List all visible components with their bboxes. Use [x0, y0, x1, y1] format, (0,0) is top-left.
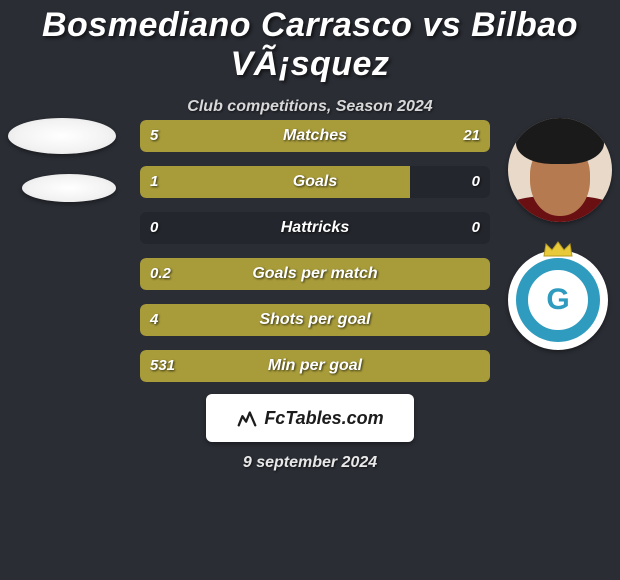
club-badge-letter: G — [508, 250, 608, 350]
stat-row: 0.2Goals per match — [140, 258, 490, 290]
stat-row: 531Min per goal — [140, 350, 490, 382]
right-player-avatar — [508, 118, 612, 222]
right-player-club-badge: G — [508, 250, 608, 350]
stat-label: Hattricks — [140, 212, 490, 244]
stat-label: Shots per goal — [140, 304, 490, 336]
stats-comparison-chart: 521Matches 10Goals 00Hattricks 0.2Goals per… — [140, 120, 490, 396]
stat-row: 521Matches — [140, 120, 490, 152]
stat-row: 00Hattricks — [140, 212, 490, 244]
stat-label: Goals — [140, 166, 490, 198]
page-subtitle: Club competitions, Season 2024 — [0, 98, 620, 116]
page-title: Bosmediano Carrasco vs Bilbao VÃ¡squez — [0, 0, 620, 84]
stat-label: Goals per match — [140, 258, 490, 290]
left-player-avatar-placeholder-2 — [22, 174, 116, 202]
fctables-logo-icon — [236, 407, 258, 429]
stat-label: Matches — [140, 120, 490, 152]
left-player-avatar-placeholder-1 — [8, 118, 116, 154]
stat-label: Min per goal — [140, 350, 490, 382]
stat-row: 4Shots per goal — [140, 304, 490, 336]
left-player-column — [8, 118, 116, 202]
fctables-label: FcTables.com — [264, 408, 383, 429]
stat-row: 10Goals — [140, 166, 490, 198]
right-player-column: G — [508, 118, 612, 350]
fctables-watermark: FcTables.com — [206, 394, 414, 442]
comparison-date: 9 september 2024 — [0, 454, 620, 472]
